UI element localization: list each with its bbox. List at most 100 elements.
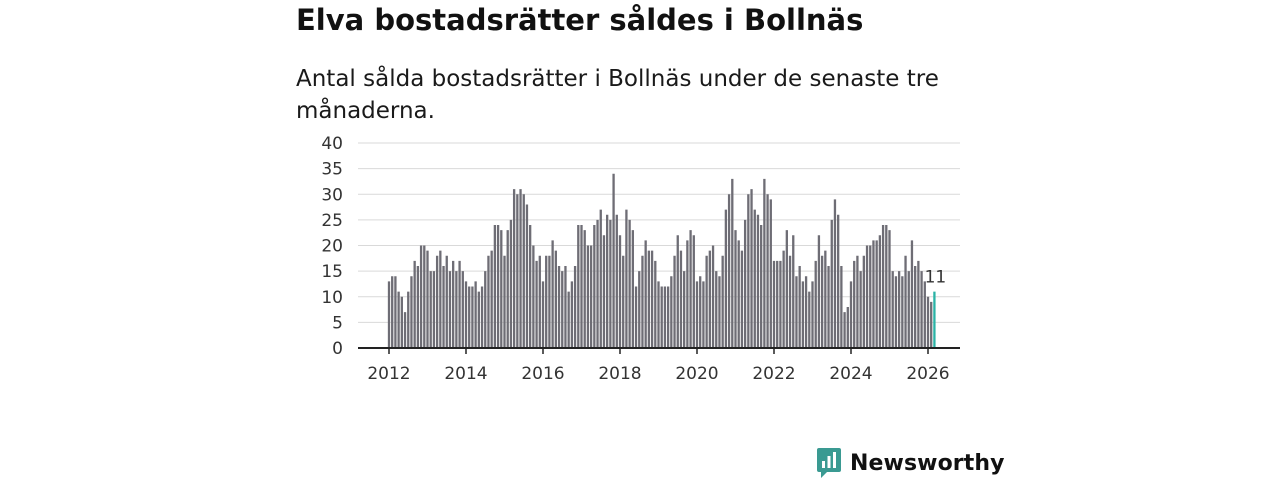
bar	[676, 235, 679, 348]
bar	[423, 245, 426, 348]
bar	[711, 245, 715, 348]
bar	[403, 312, 407, 349]
bar	[638, 271, 641, 349]
bars	[387, 173, 936, 349]
chart-subtitle: Antal sålda bostadsrätter i Bollnäs unde…	[296, 66, 939, 124]
y-tick-label: 0	[332, 339, 343, 359]
bar	[644, 240, 647, 349]
bar	[609, 219, 612, 349]
bar	[461, 271, 464, 349]
bar	[647, 250, 651, 349]
bar	[554, 250, 557, 349]
bar	[811, 281, 814, 349]
bar	[509, 219, 513, 349]
chart-title: Elva bostadsrätter såldes i Bollnäs	[296, 3, 864, 37]
bar	[567, 291, 570, 349]
bar	[490, 250, 493, 349]
bar	[452, 260, 455, 349]
bar	[663, 286, 667, 348]
bar	[843, 312, 846, 349]
bar	[740, 250, 744, 349]
bar	[920, 271, 923, 349]
bar	[766, 194, 769, 348]
bar	[763, 178, 766, 349]
bar	[660, 286, 663, 348]
bar	[878, 235, 882, 348]
bar	[702, 281, 705, 349]
bar	[683, 271, 686, 349]
bar	[846, 307, 849, 348]
y-axis-ticks: 0 5 10 15 20 25 30 35 40	[321, 134, 343, 359]
bar	[622, 255, 625, 348]
bar	[885, 225, 888, 348]
bar	[881, 225, 885, 348]
bar	[435, 255, 439, 348]
bar	[824, 250, 827, 349]
bar	[413, 260, 416, 349]
bar	[484, 271, 487, 349]
bar	[631, 230, 634, 349]
bar	[487, 255, 490, 348]
bar	[869, 245, 872, 348]
bar	[792, 235, 795, 348]
bar	[586, 245, 590, 348]
bar	[564, 266, 567, 348]
bar	[801, 281, 805, 349]
x-tick-label: 2012	[367, 364, 410, 384]
bar	[471, 286, 474, 348]
bar-latest	[933, 291, 936, 349]
x-tick-label: 2022	[752, 364, 795, 384]
bar	[776, 260, 779, 349]
x-tick-label: 2024	[829, 364, 872, 384]
bar	[894, 276, 898, 348]
bar	[593, 225, 596, 348]
bar	[599, 209, 602, 349]
bar	[670, 276, 673, 348]
bar	[429, 271, 432, 349]
y-tick-label: 25	[321, 211, 343, 231]
bar	[772, 260, 776, 349]
bar	[407, 291, 410, 349]
bar	[641, 255, 644, 348]
bar	[496, 225, 500, 348]
newsworthy-logo[interactable]: Newsworthy	[816, 446, 1005, 480]
bar	[743, 219, 747, 349]
bar	[865, 245, 869, 348]
bar	[541, 281, 545, 349]
bar	[480, 286, 484, 348]
bar	[618, 235, 622, 348]
bar	[718, 276, 721, 348]
bar	[785, 230, 788, 349]
bar	[769, 199, 772, 349]
bar	[891, 271, 894, 349]
bar	[535, 260, 538, 349]
bar	[625, 209, 628, 349]
bar	[577, 225, 580, 348]
bar	[666, 286, 670, 348]
bar	[907, 271, 910, 349]
bar	[439, 250, 442, 349]
bar	[708, 250, 711, 349]
bar	[724, 209, 728, 349]
bar	[859, 271, 862, 349]
bar	[570, 281, 574, 349]
bar	[731, 178, 734, 349]
bar	[387, 281, 391, 349]
bar	[798, 266, 801, 348]
bar	[419, 245, 423, 348]
bar	[727, 194, 731, 348]
bar	[747, 194, 750, 348]
bar	[654, 260, 657, 349]
bar	[788, 255, 792, 348]
bar	[551, 240, 554, 349]
y-tick-label: 5	[332, 313, 343, 333]
bar	[897, 271, 901, 349]
bar	[532, 245, 535, 348]
bar	[804, 276, 808, 348]
bar	[750, 189, 753, 349]
bar	[910, 240, 914, 349]
bar	[833, 199, 837, 349]
bar	[573, 266, 577, 348]
bar	[503, 255, 506, 348]
